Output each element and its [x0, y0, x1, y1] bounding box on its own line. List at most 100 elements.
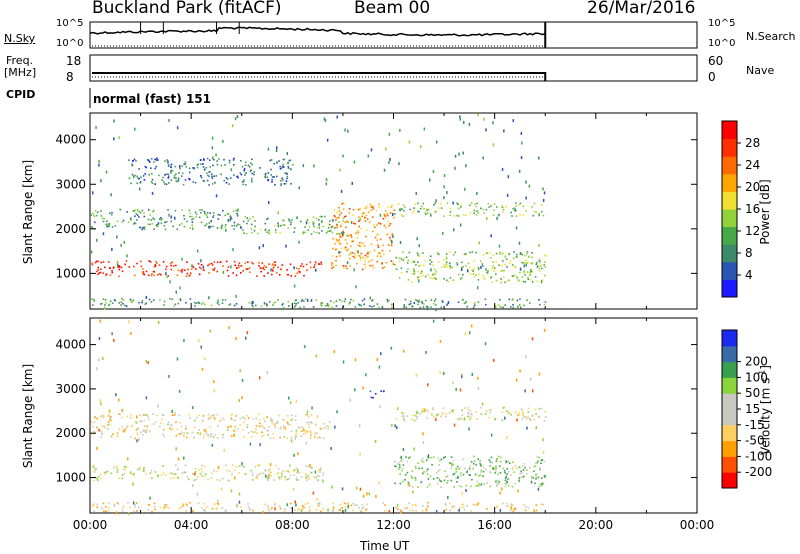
velocity-noise-cell [542, 438, 544, 442]
power-echo-cell [208, 272, 210, 274]
velocity-echo-cell [100, 430, 102, 432]
velocity-echo-cell [442, 412, 444, 415]
velocity-echo-cell [423, 471, 425, 473]
power-echo-cell [273, 302, 275, 304]
velocity-echo-cell [264, 469, 266, 471]
power-echo-cell [147, 274, 150, 277]
power-noise-cell [542, 198, 545, 202]
power-echo-cell [96, 260, 98, 263]
velocity-echo-cell [436, 477, 439, 479]
velocity-echo-cell [476, 418, 478, 420]
power-noise-cell [134, 127, 136, 131]
power-echo-cell [270, 168, 272, 171]
power-echo-cell [500, 281, 503, 284]
velocity-echo-cell [119, 413, 121, 416]
power-echo-cell [278, 274, 281, 276]
power-echo-cell [405, 306, 408, 309]
power-echo-cell [485, 208, 488, 211]
velocity-echo-cell [268, 469, 270, 472]
velocity-noise-cell [465, 489, 467, 492]
power-noise-cell [270, 268, 272, 272]
power-echo-cell [195, 215, 197, 218]
velocity-echo-cell [97, 476, 100, 478]
velocity-echo-cell [154, 471, 157, 473]
power-echo-cell [224, 214, 227, 217]
velocity-echo-cell [142, 414, 145, 416]
power-echo-cell [251, 231, 253, 234]
velocity-echo-cell [107, 428, 109, 430]
velocity-noise-cell [293, 453, 295, 457]
power-echo-cell [522, 205, 525, 208]
velocity-echo-cell [268, 477, 270, 479]
velocity-echo-cell [173, 414, 176, 416]
power-noise-cell [344, 128, 346, 132]
velocity-echo-cell [410, 475, 413, 477]
velocity-noise-cell [378, 481, 380, 485]
velocity-echo-cell [183, 432, 185, 434]
velocity-echo-cell [207, 418, 210, 420]
velocity-echo-cell [497, 473, 499, 475]
power-echo-cell [287, 301, 289, 303]
power-echo-cell [543, 264, 545, 266]
velocity-echo-cell [247, 503, 249, 505]
power-echo-cell [189, 298, 192, 300]
velocity-echo-cell [225, 464, 227, 467]
power-echo-cell [220, 164, 223, 167]
power-echo-cell [350, 236, 353, 238]
power-echo-cell [540, 264, 542, 266]
power-echo-cell [195, 213, 198, 216]
power-echo-cell [477, 268, 480, 270]
velocity-echo-cell [109, 415, 112, 418]
power-echo-cell [468, 266, 471, 269]
power-echo-cell [208, 222, 211, 224]
power-echo-cell [244, 262, 247, 264]
power-echo-cell [440, 203, 442, 205]
power-echo-cell [118, 302, 120, 304]
velocity-noise-cell [334, 425, 336, 429]
power-echo-cell [476, 210, 478, 212]
power-echo-cell [398, 277, 401, 279]
power-echo-cell [206, 212, 209, 214]
power-noise-cell [110, 193, 112, 197]
power-echo-cell [346, 242, 348, 245]
velocity-echo-cell [317, 469, 320, 472]
velocity-noise-cell [266, 371, 268, 375]
velocity-echo-cell [439, 479, 441, 482]
power-echo-cell [183, 225, 186, 228]
power-noise-cell [342, 154, 344, 158]
power-echo-cell [165, 268, 167, 270]
power-echo-cell [523, 270, 526, 272]
power-echo-cell [543, 254, 546, 257]
power-noise-cell [170, 169, 172, 173]
velocity-echo-cell [143, 468, 145, 471]
power-echo-cell [213, 214, 215, 217]
power-echo-cell [423, 207, 425, 210]
power-noise-cell [518, 241, 521, 245]
power-echo-cell [150, 167, 152, 169]
nave-tick-top: 60 [708, 54, 724, 68]
velocity-echo-cell [415, 510, 417, 512]
power-echo-cell [117, 266, 119, 268]
velocity-echo-cell [208, 426, 211, 428]
velocity-echo-cell [290, 436, 292, 439]
power-noise-cell [420, 145, 422, 149]
velocity-echo-cell [134, 506, 136, 508]
velocity-noise-cell [288, 396, 290, 400]
velocity-noise-cell [118, 398, 120, 402]
power-echo-cell [273, 265, 276, 267]
power-echo-cell [228, 159, 231, 162]
velocity-echo-cell [201, 475, 203, 477]
velocity-echo-cell [198, 414, 200, 416]
nsky-tick-top: 10^5 [56, 18, 84, 29]
power-echo-cell [359, 245, 362, 248]
velocity-echo-cell [216, 413, 219, 416]
power-echo-cell [148, 298, 151, 301]
velocity-echo-cell [188, 413, 190, 416]
power-echo-cell [196, 166, 199, 169]
power-echo-cell [477, 211, 479, 214]
power-echo-cell [332, 237, 334, 240]
power-echo-cell [445, 253, 448, 255]
velocity-echo-cell [283, 510, 286, 513]
velocity-noise-cell [294, 500, 296, 504]
power-echo-cell [510, 306, 512, 308]
